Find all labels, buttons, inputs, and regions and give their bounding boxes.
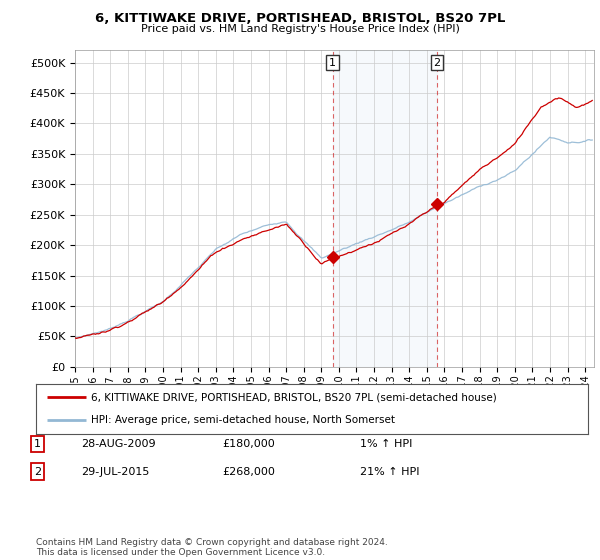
- Text: 28-AUG-2009: 28-AUG-2009: [81, 439, 155, 449]
- Text: 6, KITTIWAKE DRIVE, PORTISHEAD, BRISTOL, BS20 7PL (semi-detached house): 6, KITTIWAKE DRIVE, PORTISHEAD, BRISTOL,…: [91, 392, 497, 402]
- Text: 1% ↑ HPI: 1% ↑ HPI: [360, 439, 412, 449]
- Text: Price paid vs. HM Land Registry's House Price Index (HPI): Price paid vs. HM Land Registry's House …: [140, 24, 460, 34]
- Text: £268,000: £268,000: [222, 466, 275, 477]
- Text: 29-JUL-2015: 29-JUL-2015: [81, 466, 149, 477]
- Text: 2: 2: [433, 58, 440, 68]
- Text: £180,000: £180,000: [222, 439, 275, 449]
- Text: 1: 1: [34, 439, 41, 449]
- Text: 21% ↑ HPI: 21% ↑ HPI: [360, 466, 419, 477]
- Text: 1: 1: [329, 58, 336, 68]
- Text: HPI: Average price, semi-detached house, North Somerset: HPI: Average price, semi-detached house,…: [91, 416, 395, 426]
- Text: 6, KITTIWAKE DRIVE, PORTISHEAD, BRISTOL, BS20 7PL: 6, KITTIWAKE DRIVE, PORTISHEAD, BRISTOL,…: [95, 12, 505, 25]
- Text: Contains HM Land Registry data © Crown copyright and database right 2024.
This d: Contains HM Land Registry data © Crown c…: [36, 538, 388, 557]
- Bar: [333, 50, 437, 367]
- Text: 2: 2: [34, 466, 41, 477]
